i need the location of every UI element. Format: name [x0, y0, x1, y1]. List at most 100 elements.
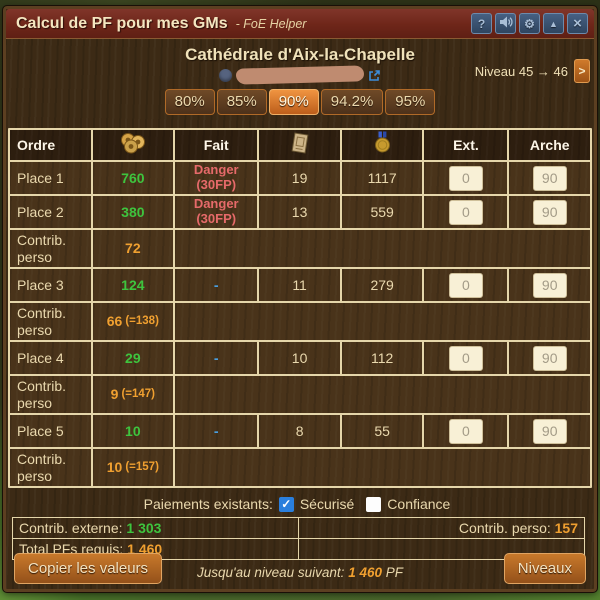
place-fait-status: -	[175, 415, 258, 447]
contrib-perso-label: Contrib. perso:	[458, 520, 551, 536]
place-label: Place 2	[10, 196, 91, 228]
place-blueprint-count: 8	[259, 415, 340, 447]
contrib-value: 9 (=147)	[92, 376, 174, 413]
trust-label[interactable]: Confiance	[387, 496, 451, 512]
place-label: Place 3	[10, 269, 91, 301]
place-medal-count: 112	[341, 342, 423, 374]
payments-label: Paiements existants:	[143, 496, 273, 512]
gear-icon: ⚙	[524, 16, 535, 31]
title-bar: Calcul de PF pour mes GMs - FoE Helper ?…	[6, 9, 594, 39]
arche-input[interactable]	[532, 272, 567, 298]
column-header-ext: Ext.	[424, 130, 508, 160]
ext-input[interactable]	[448, 272, 483, 298]
payments-row: Paiements existants: ✓ Sécurisé Confianc…	[6, 496, 594, 512]
arche-input[interactable]	[532, 165, 567, 191]
copy-values-button[interactable]: Copier les valeurs	[14, 553, 163, 584]
window-controls: ? ⚙ ▲ ×	[471, 13, 588, 34]
chevron-up-icon: ▲	[549, 18, 558, 29]
place-medal-count: 559	[341, 196, 423, 228]
building-name: Cathédrale d'Aix-la-Chapelle	[185, 45, 415, 64]
place-fp-value: 380	[92, 196, 174, 228]
blueprint-icon	[289, 131, 311, 159]
place-fait-status: Danger (30FP)	[175, 162, 258, 194]
close-icon: ×	[573, 15, 582, 32]
place-fp-value: 124	[92, 269, 174, 301]
contrib-label: Contrib. perso	[10, 376, 91, 413]
place-label: Place 1	[10, 162, 91, 194]
ext-cell	[424, 342, 508, 374]
contrib-externe-value: 1 303	[126, 520, 162, 536]
next-level-label: Jusqu'au niveau suivant:	[196, 565, 345, 580]
forge-points-icon	[117, 132, 148, 157]
help-button[interactable]: ?	[471, 13, 492, 34]
column-header-blueprints	[259, 130, 340, 160]
place-fp-value: 29	[92, 342, 174, 374]
column-header-arche: Arche	[509, 130, 590, 160]
ext-cell	[424, 269, 508, 301]
levels-button[interactable]: Niveaux	[503, 553, 586, 584]
next-level-value: 1 460	[348, 565, 382, 580]
player-line	[6, 65, 594, 85]
collapse-button[interactable]: ▲	[543, 13, 564, 34]
contrib-label: Contrib. perso	[10, 303, 91, 340]
avatar	[219, 68, 232, 82]
foe-helper-window: Calcul de PF pour mes GMs - FoE Helper ?…	[2, 5, 598, 593]
button-row: Copier les valeurs Niveaux	[14, 553, 586, 584]
place-medal-count: 279	[341, 269, 423, 301]
contrib-spacer	[175, 230, 590, 267]
ext-input[interactable]	[448, 199, 483, 225]
arche-input[interactable]	[532, 418, 567, 444]
place-label: Place 5	[10, 415, 91, 447]
arche-input[interactable]	[532, 345, 567, 371]
contrib-spacer	[175, 449, 590, 486]
contrib-perso-cell: Contrib. perso: 157	[299, 518, 585, 538]
contrib-externe-label: Contrib. externe:	[19, 520, 123, 536]
ext-input[interactable]	[448, 345, 483, 371]
percent-tab-95%[interactable]: 95%	[385, 89, 436, 115]
external-link-icon[interactable]	[368, 69, 381, 82]
trust-checkbox[interactable]	[366, 496, 382, 512]
ext-cell	[424, 415, 508, 447]
percent-tab-85%[interactable]: 85%	[216, 89, 267, 115]
arche-input[interactable]	[532, 199, 567, 225]
percent-tab-80%[interactable]: 80%	[164, 89, 215, 115]
arche-cell	[509, 162, 590, 194]
contrib-externe-cell: Contrib. externe: 1 303	[13, 518, 299, 538]
close-button[interactable]: ×	[567, 13, 588, 34]
place-medal-count: 55	[341, 415, 423, 447]
question-icon: ?	[477, 16, 486, 31]
summary-row-1: Contrib. externe: 1 303 Contrib. perso: …	[13, 518, 584, 538]
column-header-fp	[92, 130, 174, 160]
secured-label[interactable]: Sécurisé	[299, 496, 355, 512]
next-level-button[interactable]: >	[574, 59, 590, 83]
place-fp-value: 10	[92, 415, 174, 447]
contrib-value: 10 (=157)	[92, 449, 174, 486]
next-level-line: Jusqu'au niveau suivant: 1 460 PF	[6, 565, 594, 580]
place-blueprint-count: 10	[259, 342, 340, 374]
contribution-table: Ordre Fait Ext. Arche Place 1 760 Danger (30FP…	[8, 128, 592, 488]
contrib-value: 72	[92, 230, 174, 267]
percent-tab-94.2%[interactable]: 94.2%	[320, 89, 384, 115]
secured-checkbox[interactable]: ✓	[278, 496, 294, 512]
place-label: Place 4	[10, 342, 91, 374]
place-blueprint-count: 11	[259, 269, 340, 301]
settings-button[interactable]: ⚙	[519, 13, 540, 34]
player-name-redacted	[235, 65, 365, 85]
column-header-fait: Fait	[175, 130, 258, 160]
ext-cell	[424, 196, 508, 228]
contrib-label: Contrib. perso	[10, 449, 91, 486]
ext-input[interactable]	[448, 418, 483, 444]
speaker-icon	[499, 15, 513, 32]
medal-icon	[374, 131, 391, 159]
contrib-spacer	[175, 376, 590, 413]
next-level-unit: PF	[385, 565, 404, 580]
column-header-ordre: Ordre	[10, 130, 91, 160]
arche-cell	[509, 269, 590, 301]
ext-input[interactable]	[448, 165, 483, 191]
percent-tabs: 80% 85% 90% 94.2% 95%	[6, 89, 594, 115]
percent-tab-90%[interactable]: 90%	[268, 89, 319, 115]
place-blueprint-count: 13	[259, 196, 340, 228]
sound-button[interactable]	[495, 13, 516, 34]
window-subtitle: - FoE Helper	[235, 16, 307, 31]
contrib-label: Contrib. perso	[10, 230, 91, 267]
